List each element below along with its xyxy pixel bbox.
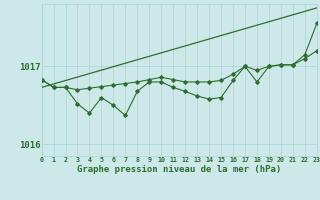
X-axis label: Graphe pression niveau de la mer (hPa): Graphe pression niveau de la mer (hPa) [77, 165, 281, 174]
